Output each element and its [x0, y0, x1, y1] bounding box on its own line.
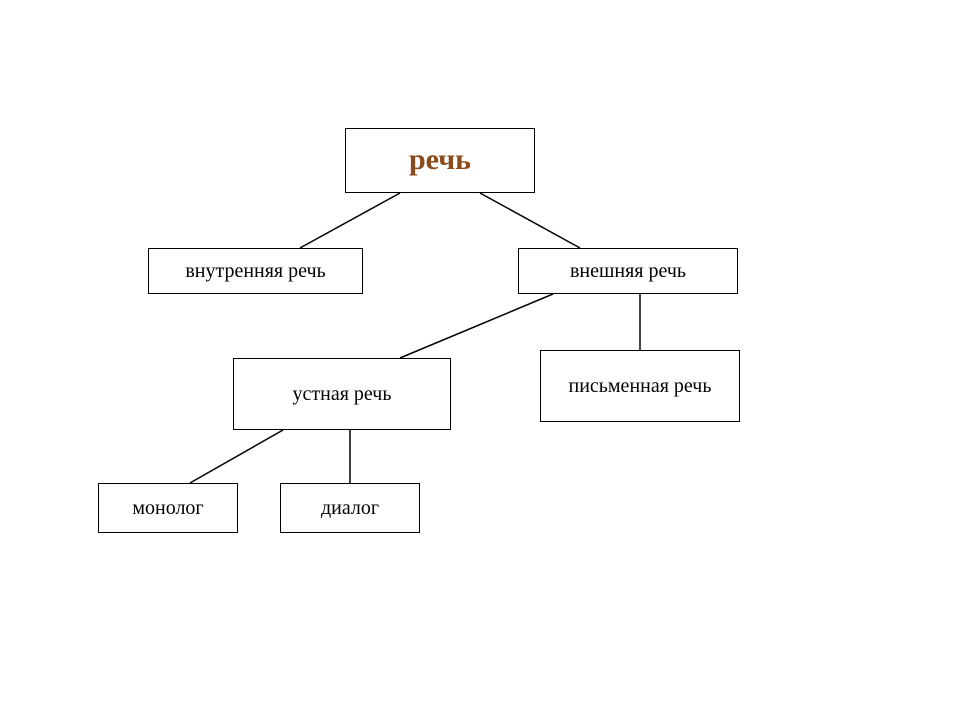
- node-label-inner: внутренняя речь: [179, 258, 331, 285]
- node-dialogue: диалог: [280, 483, 420, 533]
- node-label-dialogue: диалог: [315, 495, 385, 522]
- diagram-edges: [0, 0, 960, 720]
- node-inner: внутренняя речь: [148, 248, 363, 294]
- node-label-written: письменная речь: [551, 371, 730, 402]
- edge-oral-monologue: [190, 430, 283, 483]
- node-monologue: монолог: [98, 483, 238, 533]
- node-label-monologue: монолог: [126, 495, 209, 522]
- edge-root-outer: [480, 193, 580, 248]
- node-root: речь: [345, 128, 535, 193]
- node-outer: внешняя речь: [518, 248, 738, 294]
- node-label-oral: устная речь: [287, 381, 398, 408]
- node-written: письменная речь: [540, 350, 740, 422]
- edge-root-inner: [300, 193, 400, 248]
- node-label-root: речь: [403, 141, 477, 180]
- node-oral: устная речь: [233, 358, 451, 430]
- edge-outer-oral: [400, 294, 553, 358]
- diagram-canvas: речь внутренняя речь внешняя речь устная ре…: [0, 0, 960, 720]
- node-label-outer: внешняя речь: [564, 258, 692, 285]
